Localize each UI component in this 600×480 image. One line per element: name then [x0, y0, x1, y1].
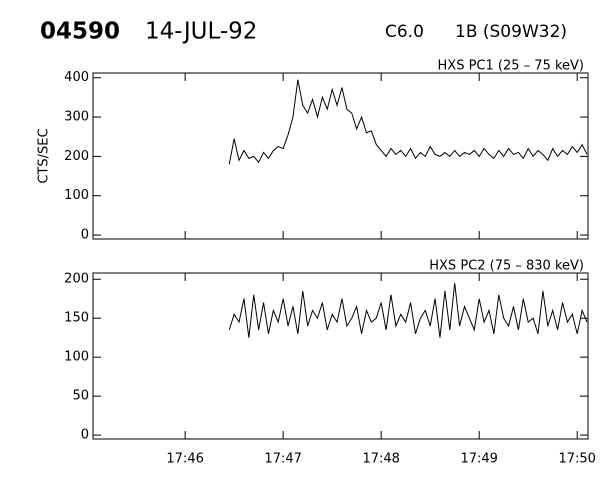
plot-frame	[92, 272, 589, 440]
goes-class: C6.0	[385, 22, 424, 42]
y-tick-label: 200	[64, 272, 89, 287]
y-tick-label: 200	[64, 149, 89, 164]
plot-frame	[92, 72, 589, 240]
data-line	[228, 283, 588, 338]
y-tick-label: 100	[64, 350, 89, 365]
data-line	[228, 79, 588, 165]
x-tick-label: 17:49	[460, 452, 497, 467]
x-tick-label: 17:50	[558, 452, 595, 467]
date: 14-JUL-92	[145, 19, 257, 45]
h-alpha: 1B (S09W32)	[455, 22, 567, 42]
event-number: 04590	[40, 19, 120, 45]
y-tick-label: 50	[72, 389, 89, 404]
y-tick-label: 300	[64, 110, 89, 125]
y-axis-label: CTS/SEC	[37, 128, 52, 183]
x-tick-label: 17:46	[166, 452, 203, 467]
y-tick-label: 0	[81, 228, 89, 243]
x-tick-label: 17:47	[264, 452, 301, 467]
y-tick-label: 100	[64, 188, 89, 203]
y-tick-label: 400	[64, 70, 89, 85]
y-tick-label: 150	[64, 311, 89, 326]
x-tick-label: 17:48	[362, 452, 399, 467]
y-tick-label: 0	[81, 428, 89, 443]
panel-label: HXS PC1 (25 – 75 keV)	[438, 59, 584, 74]
panel-label: HXS PC2 (75 – 830 keV)	[429, 259, 584, 274]
